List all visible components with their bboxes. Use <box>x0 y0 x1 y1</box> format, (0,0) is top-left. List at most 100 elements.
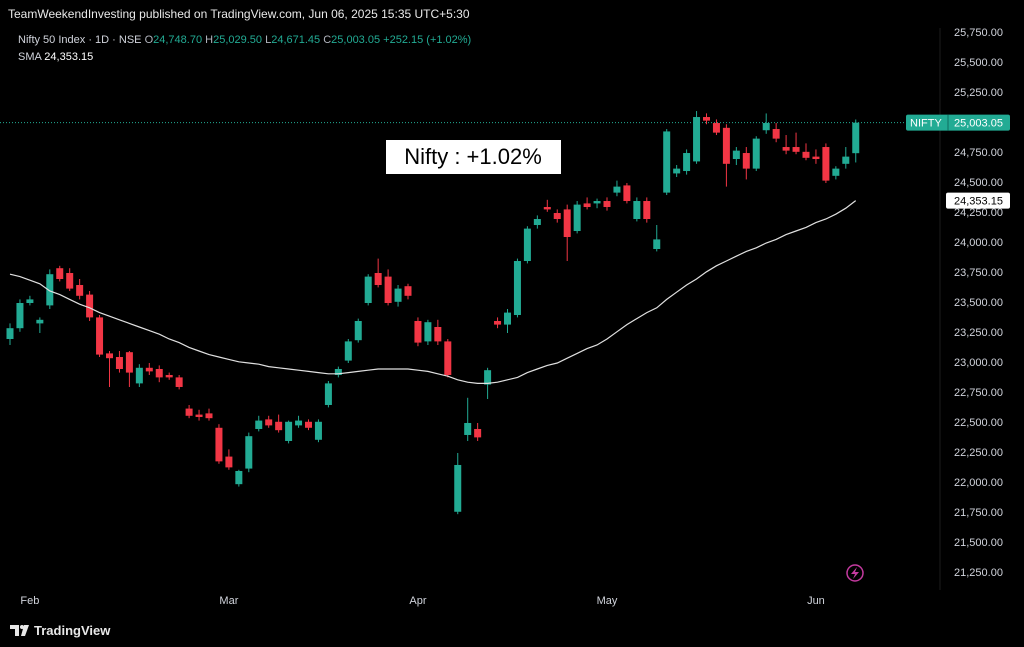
y-tick-label: 21,750.00 <box>954 507 1003 519</box>
candle-body <box>732 150 740 160</box>
y-tick-label: 23,000.00 <box>954 357 1003 369</box>
candle-body <box>165 374 173 378</box>
candle-body <box>125 352 133 373</box>
candle-body <box>474 428 482 438</box>
y-tick-label: 24,000.00 <box>954 237 1003 249</box>
price-label-name: NIFTY <box>910 118 942 130</box>
candle-body <box>772 129 780 139</box>
ohlc-value: 25,029.50 <box>213 34 263 46</box>
candle-body <box>742 153 750 169</box>
candle-body <box>26 299 34 304</box>
candle-body <box>275 421 283 431</box>
candle-body <box>205 413 213 419</box>
y-tick-label: 25,750.00 <box>954 27 1003 39</box>
annotation: Nifty : +1.02% <box>404 144 542 169</box>
candle-body <box>66 273 74 289</box>
candle-body <box>394 288 402 302</box>
candle-body <box>16 303 24 329</box>
candle-body <box>842 156 850 164</box>
x-tick-label: Jun <box>807 595 825 607</box>
annotation-box <box>386 140 561 174</box>
candle-body <box>454 464 462 512</box>
ohlc-key: L <box>265 34 272 46</box>
candle-body <box>86 294 94 318</box>
y-tick-label: 24,750.00 <box>954 147 1003 159</box>
ohlc-value: 25,003.05 <box>331 34 381 46</box>
sma-label-value: 24,353.15 <box>954 196 1003 208</box>
candle-body <box>265 419 273 426</box>
candle-body <box>523 228 531 262</box>
candle-body <box>712 123 720 133</box>
candle-body <box>663 131 671 193</box>
sma-name: SMA <box>18 51 42 63</box>
candle-body <box>225 456 233 468</box>
ohlc-value: 24,671.45 <box>271 34 321 46</box>
candle-body <box>762 123 770 131</box>
candle-body <box>235 470 243 485</box>
candle-body <box>106 353 113 359</box>
alert-icon <box>846 564 864 582</box>
candle-body <box>613 186 621 193</box>
candle-body <box>344 341 352 361</box>
candle-body <box>583 203 591 208</box>
y-tick-label: 24,500.00 <box>954 177 1003 189</box>
candle-body <box>46 274 54 306</box>
candle-body <box>285 421 293 441</box>
candle-body <box>703 117 710 121</box>
y-tick-label: 25,250.00 <box>954 87 1003 99</box>
sma-value: 24,353.15 <box>44 51 94 63</box>
candle-body <box>404 286 412 296</box>
candle-body <box>424 322 432 342</box>
x-tick-label: Feb <box>20 595 39 607</box>
candle-body <box>752 138 760 169</box>
y-tick-label: 22,000.00 <box>954 477 1003 489</box>
candle-body <box>36 319 44 324</box>
candle-body <box>414 320 422 343</box>
candle-body <box>484 370 492 385</box>
candle-body <box>175 377 183 387</box>
candles <box>6 111 860 515</box>
candle-body <box>195 414 203 417</box>
candle-body <box>653 239 661 250</box>
footer-brand: TradingView <box>34 623 111 638</box>
ohlc-value: 24,748.70 <box>153 34 203 46</box>
price-label-value: 25,003.05 <box>954 118 1003 130</box>
candle-body <box>573 204 581 232</box>
x-tick-label: May <box>597 595 618 607</box>
candle-body <box>464 422 472 435</box>
candle-body <box>603 201 611 208</box>
y-tick-label: 22,750.00 <box>954 387 1003 399</box>
y-tick-label: 25,500.00 <box>954 57 1003 69</box>
ohlc-key: H <box>205 34 214 46</box>
candle-body <box>802 151 810 158</box>
candle-body <box>145 367 153 372</box>
candle-body <box>444 341 452 375</box>
candle-body <box>623 185 631 202</box>
candle-body <box>96 317 104 355</box>
candle-body <box>693 117 701 162</box>
x-tick-label: Apr <box>409 595 426 607</box>
candle-body <box>683 153 691 172</box>
candle-body <box>185 408 193 416</box>
candle-body <box>374 273 382 286</box>
x-tick-label: Mar <box>219 595 238 607</box>
candle-body <box>832 168 840 176</box>
y-tick-label: 22,250.00 <box>954 447 1003 459</box>
candle-body <box>513 261 521 315</box>
candle-body <box>364 276 372 304</box>
candle-body <box>295 420 303 426</box>
candle-body <box>6 328 14 339</box>
candle-body <box>563 209 571 238</box>
candle-body <box>115 356 123 369</box>
candle-body <box>384 276 392 304</box>
y-tick-label: 22,500.00 <box>954 417 1003 429</box>
ohlc-key: O <box>144 34 154 46</box>
candle-body <box>553 213 561 220</box>
candle-body <box>633 201 641 220</box>
candle-body <box>673 168 681 174</box>
candle-body <box>722 127 730 164</box>
candle-body <box>135 367 143 384</box>
publish-header: TeamWeekendInvesting published on Tradin… <box>8 7 470 21</box>
